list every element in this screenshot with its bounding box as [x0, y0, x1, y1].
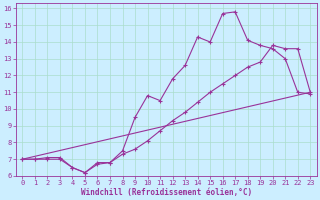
X-axis label: Windchill (Refroidissement éolien,°C): Windchill (Refroidissement éolien,°C) — [81, 188, 252, 197]
